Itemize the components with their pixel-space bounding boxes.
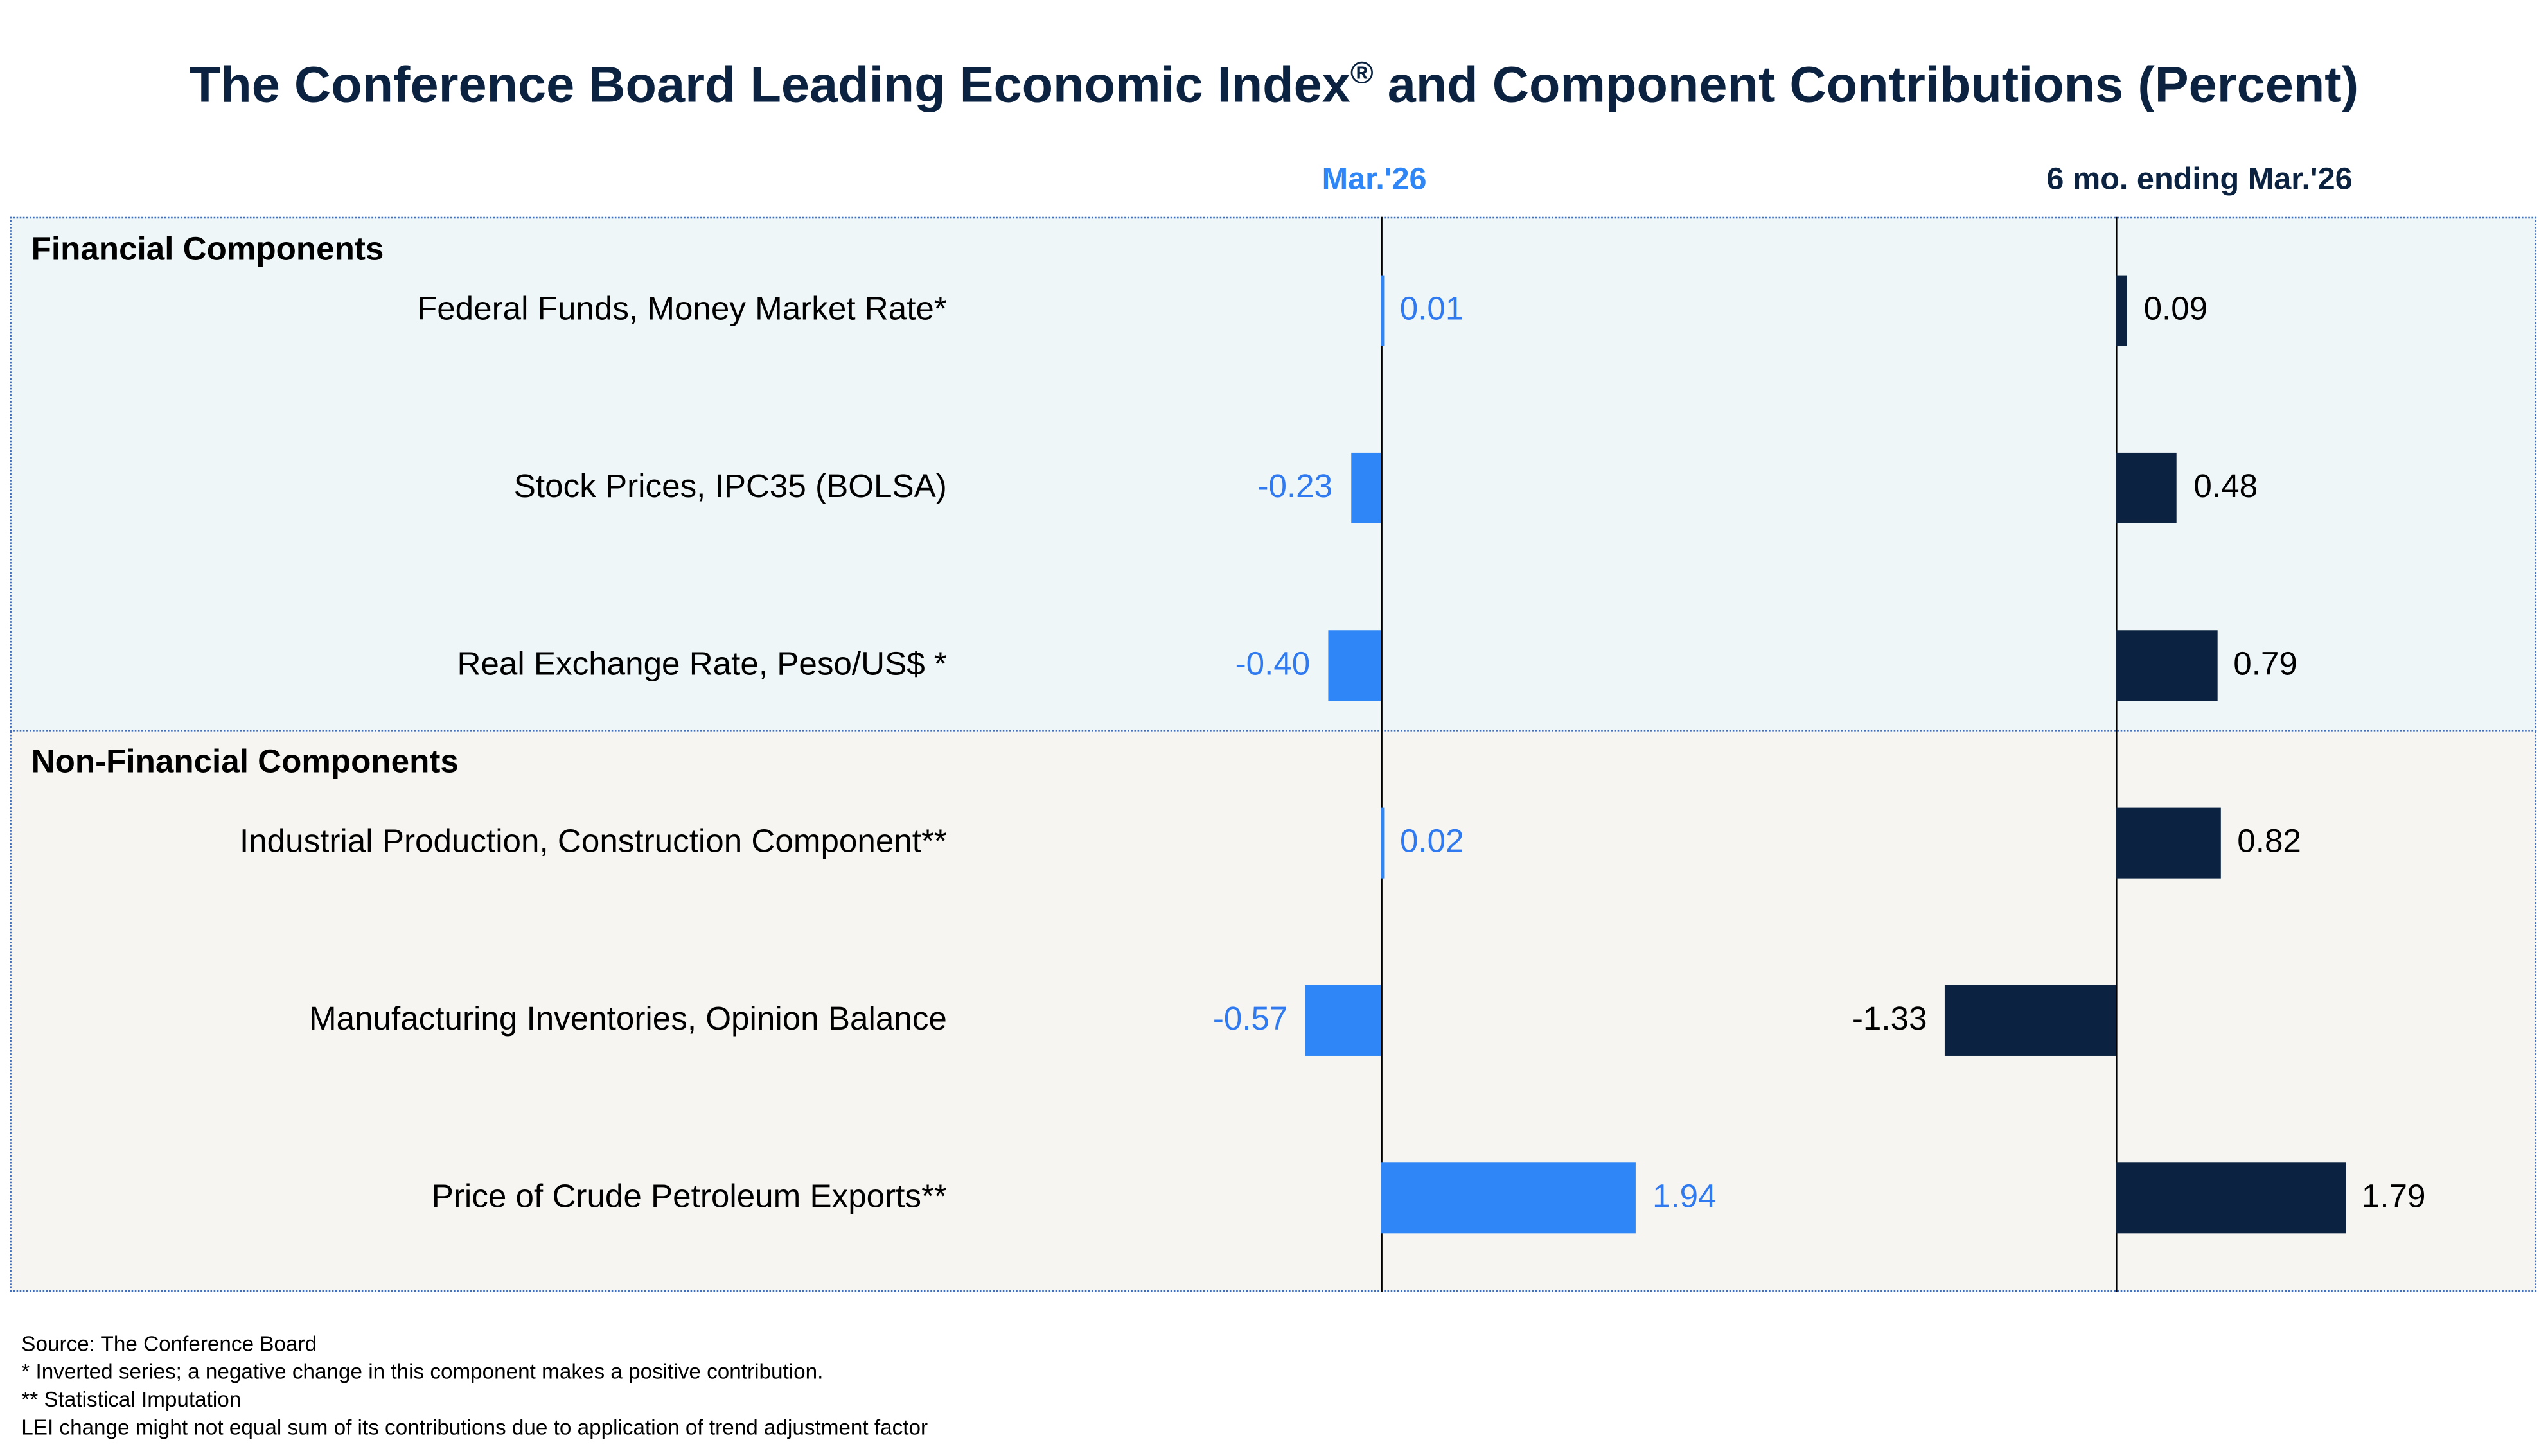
data-label-series-1: 0.79 bbox=[2233, 646, 2297, 683]
bar-series-1 bbox=[2116, 1162, 2346, 1234]
data-label-series-0: 0.02 bbox=[1399, 824, 1464, 861]
footnote-source: Source: The Conference Board bbox=[21, 1331, 317, 1356]
bar-series-1 bbox=[2116, 452, 2177, 523]
data-label-series-0: 1.94 bbox=[1652, 1179, 1717, 1216]
footnote-trend: LEI change might not equal sum of its co… bbox=[21, 1415, 928, 1440]
data-label-series-1: -1.33 bbox=[1852, 1001, 1927, 1038]
bar-series-1 bbox=[2116, 807, 2221, 879]
bar-series-1 bbox=[1945, 985, 2116, 1056]
section-title-financial: Financial Components bbox=[31, 231, 384, 268]
title-suffix: and Component Contributions (Percent) bbox=[1373, 55, 2359, 114]
data-label-series-0: -0.23 bbox=[1257, 469, 1333, 505]
category-label: Real Exchange Rate, Peso/US$ * bbox=[457, 646, 947, 683]
category-label: Federal Funds, Money Market Rate* bbox=[416, 292, 947, 328]
registered-mark: ® bbox=[1350, 57, 1374, 92]
data-label-series-0: 0.01 bbox=[1399, 292, 1464, 328]
category-label: Price of Crude Petroleum Exports** bbox=[431, 1179, 947, 1216]
bar-series-1 bbox=[2116, 630, 2217, 701]
title-text: The Conference Board Leading Economic In… bbox=[189, 55, 1350, 114]
data-label-series-0: -0.40 bbox=[1235, 646, 1311, 683]
data-label-series-1: 1.79 bbox=[2361, 1179, 2426, 1216]
footnote-imputation: ** Statistical Imputation bbox=[21, 1387, 242, 1412]
bar-series-0 bbox=[1381, 807, 1384, 879]
series-header-mar26: Mar.'26 bbox=[1322, 162, 1427, 198]
series-header-6mo: 6 mo. ending Mar.'26 bbox=[2046, 162, 2353, 198]
data-label-series-1: 0.09 bbox=[2143, 292, 2208, 328]
bar-series-1 bbox=[2116, 275, 2127, 346]
category-label: Industrial Production, Construction Comp… bbox=[239, 824, 947, 861]
bar-series-0 bbox=[1328, 630, 1381, 701]
category-label: Stock Prices, IPC35 (BOLSA) bbox=[513, 469, 947, 505]
axis-zero-mar26 bbox=[1381, 216, 1383, 1292]
chart-title: The Conference Board Leading Economic In… bbox=[0, 56, 2548, 115]
financial-section bbox=[10, 216, 2537, 732]
footnote-inverted: * Inverted series; a negative change in … bbox=[21, 1359, 824, 1384]
data-label-series-0: -0.57 bbox=[1212, 1001, 1288, 1038]
bar-series-0 bbox=[1305, 985, 1381, 1056]
data-label-series-1: 0.48 bbox=[2193, 469, 2258, 505]
category-label: Manufacturing Inventories, Opinion Balan… bbox=[308, 1001, 947, 1038]
bar-series-0 bbox=[1381, 275, 1384, 346]
section-title-nonfinancial: Non-Financial Components bbox=[31, 744, 459, 781]
bar-series-0 bbox=[1381, 1162, 1636, 1234]
axis-zero-6mo bbox=[2116, 216, 2118, 1292]
bar-series-0 bbox=[1350, 452, 1381, 523]
data-label-series-1: 0.82 bbox=[2237, 824, 2301, 861]
